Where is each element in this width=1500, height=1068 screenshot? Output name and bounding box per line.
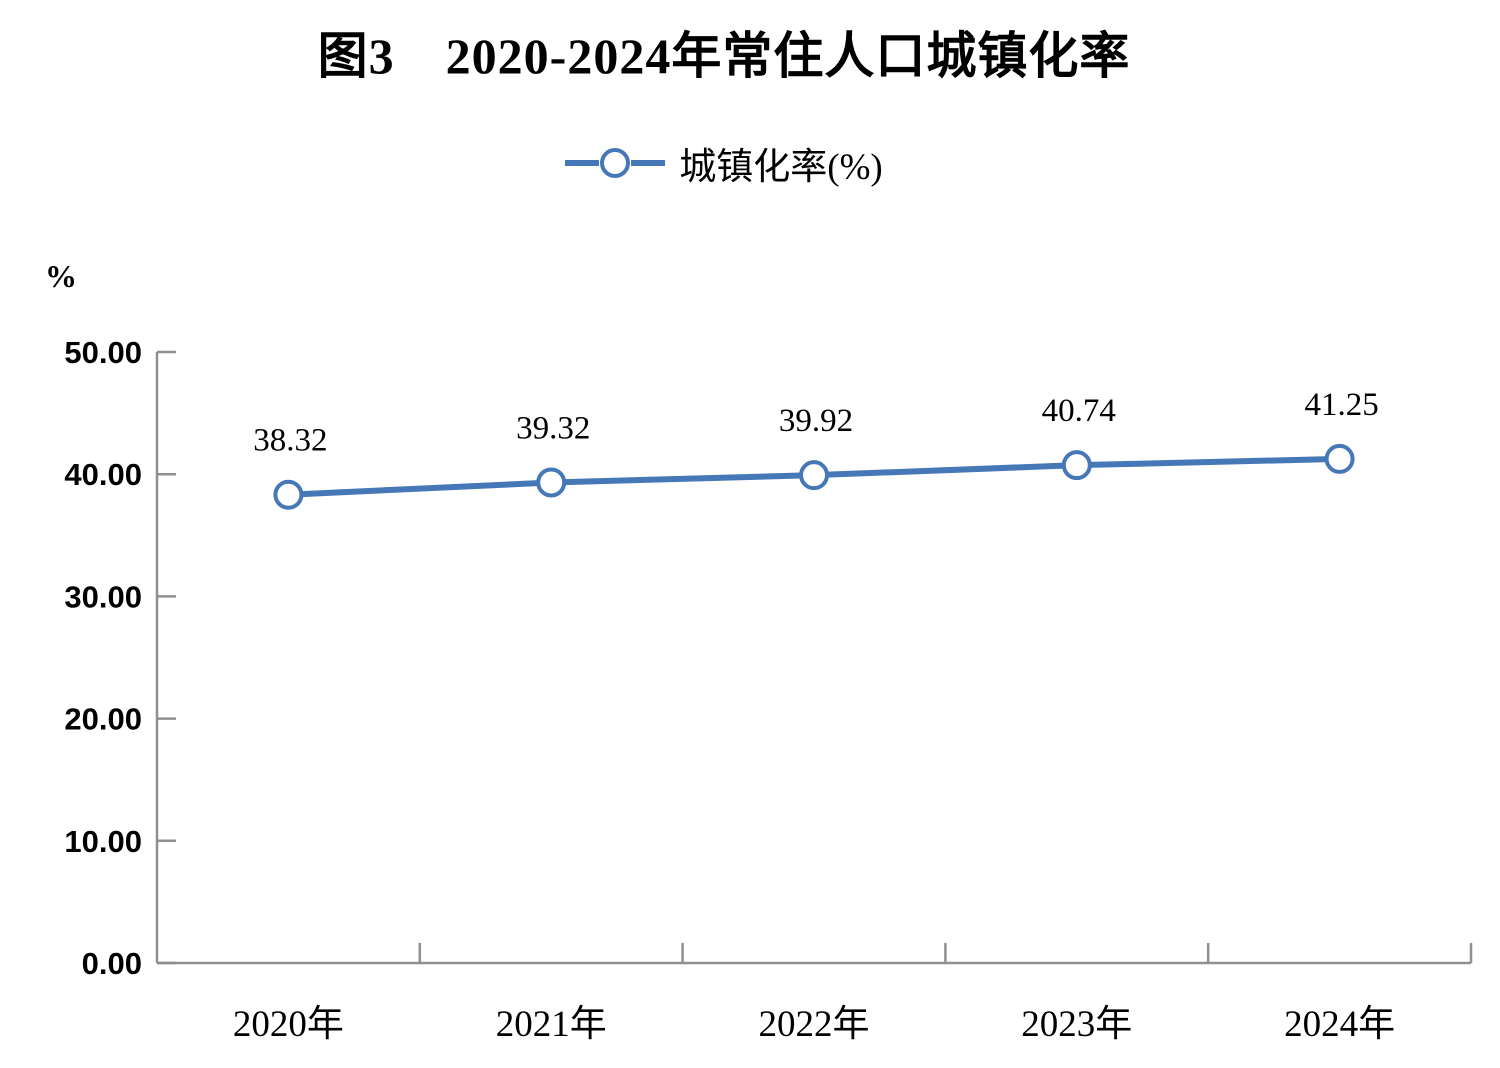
data-label: 41.25 [1304, 387, 1378, 423]
y-tick-label: 0.00 [82, 946, 142, 981]
y-tick-label: 10.00 [64, 824, 142, 859]
data-label: 39.32 [516, 411, 590, 447]
chart-title: 图3 2020-2024年常住人口城镇化率 [317, 28, 1131, 84]
legend-label: 城镇化率(%) [679, 147, 883, 188]
x-tick-label: 2024年 [1284, 1003, 1395, 1045]
data-point-marker [1061, 450, 1092, 481]
data-label: 39.92 [779, 403, 853, 439]
x-tick-label: 2023年 [1021, 1003, 1132, 1045]
y-tick-label: 20.00 [64, 702, 142, 737]
legend: 城镇化率(%) [0, 132, 1448, 194]
legend-line-marker-icon [565, 148, 666, 178]
y-axis-unit-label: % [45, 258, 77, 294]
data-point-marker [1324, 443, 1355, 474]
data-label: 40.74 [1042, 393, 1116, 429]
data-point-marker [536, 467, 567, 498]
x-tick-label: 2021年 [496, 1003, 607, 1045]
x-tick-label: 2022年 [759, 1003, 870, 1045]
data-point-marker [799, 460, 829, 491]
y-tick-label: 40.00 [64, 457, 142, 492]
data-label: 38.32 [253, 423, 327, 459]
y-tick-label: 50.00 [64, 335, 142, 370]
y-tick-label: 30.00 [64, 579, 142, 614]
data-point-marker [273, 479, 304, 510]
x-tick-label: 2020年 [233, 1003, 344, 1045]
